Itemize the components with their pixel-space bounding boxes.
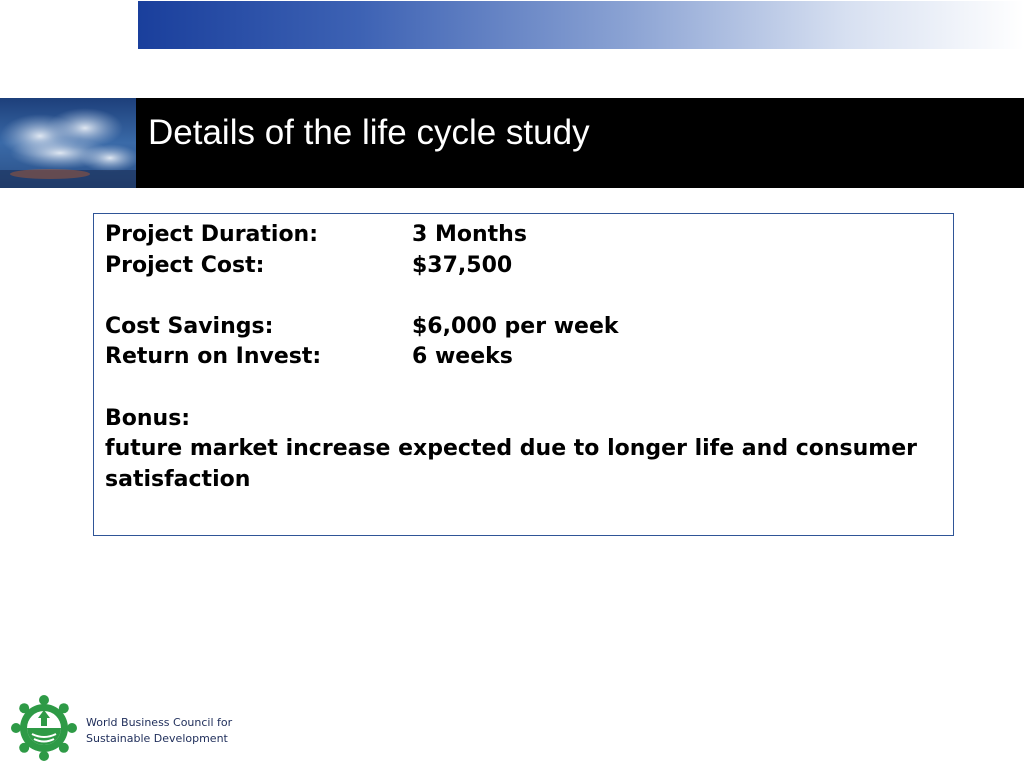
org-name-line2: Sustainable Development <box>86 732 228 745</box>
detail-row-savings: Cost Savings: $6,000 per week <box>105 312 935 343</box>
header-gradient-bar <box>138 1 1024 49</box>
sky-image <box>0 98 136 188</box>
bonus-heading: Bonus: <box>105 405 191 431</box>
detail-value: $6,000 per week <box>412 313 619 339</box>
slide-title: Details of the life cycle study <box>148 113 590 152</box>
spacer <box>105 373 935 404</box>
detail-label: Cost Savings: <box>105 313 274 339</box>
detail-row-cost: Project Cost: $37,500 <box>105 251 935 282</box>
detail-row-duration: Project Duration: 3 Months <box>105 220 935 251</box>
detail-row-roi: Return on Invest: 6 weeks <box>105 342 935 373</box>
details-content: Project Duration: 3 Months Project Cost: $… <box>105 220 935 495</box>
org-name-line1: World Business Council for <box>86 716 233 729</box>
spacer <box>105 281 935 312</box>
detail-label: Project Duration: <box>105 222 319 247</box>
detail-label: Return on Invest: <box>105 344 322 370</box>
detail-value: $37,500 <box>412 252 513 278</box>
detail-value: 3 Months <box>412 222 527 247</box>
detail-label: Project Cost: <box>105 252 265 278</box>
title-band <box>0 98 1024 188</box>
wbcsd-logo-icon <box>10 694 78 762</box>
detail-value: 6 weeks <box>412 344 513 370</box>
details-box <box>93 213 954 536</box>
org-name: World Business Council for Sustainable D… <box>86 715 232 747</box>
bonus-text: future market increase expected due to l… <box>105 436 917 492</box>
